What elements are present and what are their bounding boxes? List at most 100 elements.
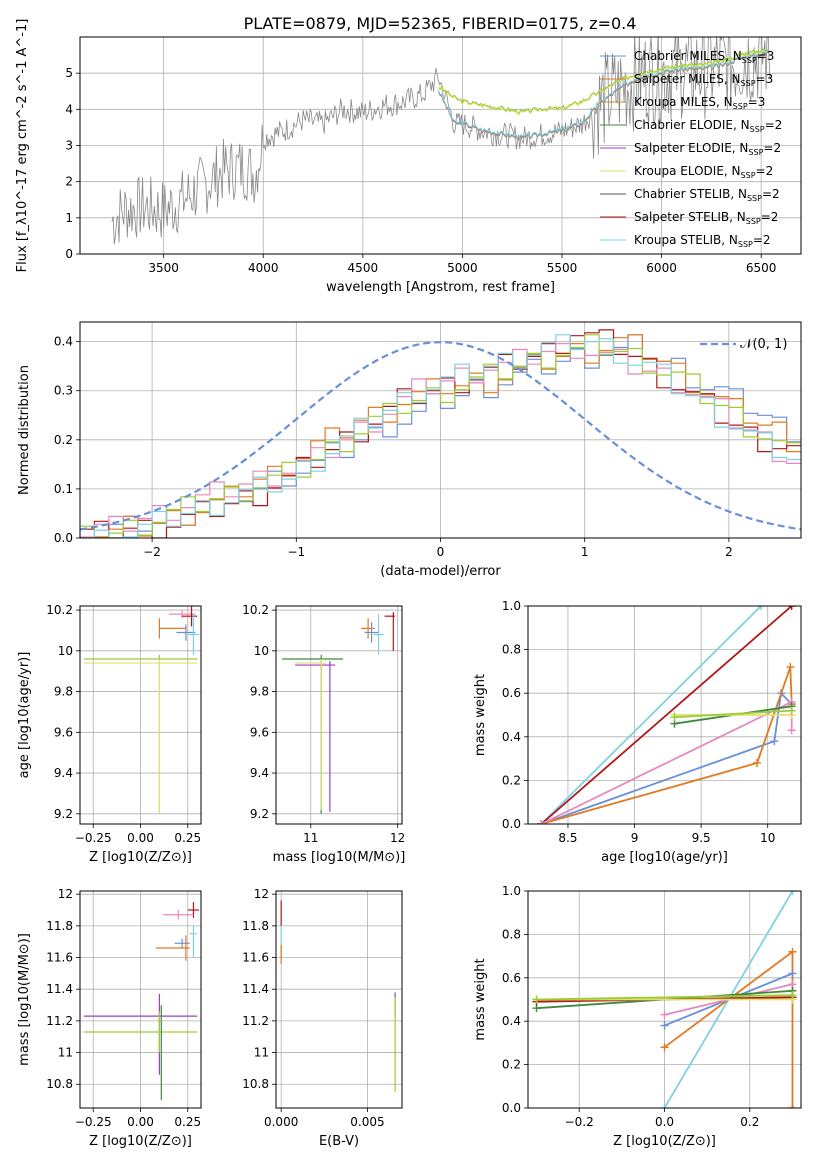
legend-label: 𝒩(0, 1)	[740, 337, 787, 352]
mass-vs-Z-ytick-label: 11.6	[46, 951, 73, 965]
residuals-xtick-label: −2	[143, 545, 161, 559]
spectrum-ytick-label: 0	[65, 247, 73, 261]
massweight-vs-Z-ylabel: mass weight	[473, 958, 488, 1040]
spectrum-legend: Chabrier MILES, NSSP=3 Salpeter MILES, NS…	[600, 49, 782, 249]
massweight-vs-age-xtick-label: 8.5	[558, 831, 577, 845]
massweight-vs-age-ytick-label: 0.0	[502, 817, 521, 831]
age-vs-mass-point	[295, 658, 327, 810]
age-vs-mass-axes: 11 12 9.2 9.4 9.6 9.8 10 10.2 mass [log10(M/M⊙)]	[242, 603, 405, 865]
age-vs-mass-ytick-label: 9.2	[250, 807, 269, 821]
mass-weight-line	[541, 666, 793, 824]
spectrum-xtick-label: 5000	[447, 261, 478, 275]
legend-label: Kroupa ELODIE, NSSP=2	[634, 164, 773, 180]
legend-label: Salpeter STELIB, NSSP=2	[634, 210, 778, 226]
residuals-ytick-label: 0.1	[54, 482, 73, 496]
mass-weight-marker	[757, 606, 766, 610]
massweight-vs-Z-xlabel: Z [log10(Z/Z⊙)]	[613, 1134, 716, 1149]
normal-curve	[80, 341, 801, 531]
mass-weight-marker	[770, 737, 779, 746]
spectrum-model-line	[438, 49, 770, 139]
mass-vs-Z-point	[163, 910, 194, 920]
spectrum-xtick-label: 3500	[148, 261, 179, 275]
mass-vs-ebv-ytick-label: 11.8	[242, 919, 269, 933]
age-vs-Z-ytick-label: 10.2	[46, 603, 73, 617]
legend-label: Chabrier MILES, NSSP=3	[634, 49, 774, 65]
age-vs-Z-ytick-label: 9.4	[54, 766, 73, 780]
axes-frame	[79, 890, 202, 1109]
age-vs-mass-xlabel: mass [log10(M/M⊙)]	[273, 850, 406, 865]
residuals-xtick-label: 0	[437, 545, 445, 559]
age-vs-mass-ytick-label: 10.2	[242, 603, 269, 617]
mass-vs-Z-ytick-label: 11.8	[46, 919, 73, 933]
axes-frame	[79, 321, 802, 539]
legend-label: Chabrier STELIB, NSSP=2	[634, 187, 780, 203]
age-vs-mass-point	[361, 618, 376, 639]
age-vs-Z-ytick-label: 9.2	[54, 807, 73, 821]
massweight-vs-Z-ytick-label: 0.4	[502, 1014, 521, 1028]
spectrum-model-line	[438, 49, 770, 115]
age-vs-Z-ytick-label: 10	[58, 644, 73, 658]
spectrum-model-line	[438, 48, 770, 114]
legend-label: Salpeter ELODIE, NSSP=2	[634, 141, 781, 157]
residuals-xtick-label: −1	[287, 545, 305, 559]
massweight-vs-age-ytick-label: 0.8	[502, 643, 521, 657]
mass-vs-Z-plot-area	[83, 902, 200, 1101]
massweight-vs-age-xlabel: age [log10(age/yr)]	[601, 850, 728, 865]
legend-label: Chabrier ELODIE, NSSP=2	[634, 118, 782, 134]
age-vs-Z-point	[176, 624, 196, 641]
massweight-vs-Z-xtick-label: −0.2	[565, 1115, 594, 1129]
spectrum-xtick-label: 4500	[348, 261, 379, 275]
mass-vs-Z-xtick-label: 0.00	[127, 1115, 154, 1129]
mass-vs-Z-point	[187, 902, 200, 918]
age-vs-Z-axes: −0.25 0.00 0.25 9.2 9.4 9.6 9.8 10 10.2 Z [log10(…	[17, 603, 202, 865]
mass-weight-marker	[660, 1010, 669, 1019]
age-vs-Z-point	[158, 618, 186, 639]
spectrum-ytick-label: 5	[65, 66, 73, 80]
massweight-vs-Z-xtick-label: 0.0	[655, 1115, 674, 1129]
mass-weight-marker	[788, 947, 797, 956]
mass-vs-Z-axes: −0.25 0.00 0.25 10.8 11 11.2 11.4 11.6 11.8 12 Z […	[17, 887, 202, 1149]
mass-vs-ebv-xlabel: E(B-V)	[319, 1134, 359, 1149]
mass-vs-Z-point	[83, 1011, 198, 1053]
massweight-vs-Z-ytick-label: 0.2	[502, 1058, 521, 1072]
mass-weight-marker	[788, 891, 797, 895]
massweight-vs-age-xtick-label: 9.5	[692, 831, 711, 845]
age-vs-Z-point	[187, 614, 200, 655]
massweight-vs-Z-plot-area	[532, 891, 797, 1108]
massweight-vs-age-ytick-label: 0.6	[502, 686, 521, 700]
axes-frame	[527, 890, 802, 1109]
age-vs-Z-ytick-label: 9.6	[54, 725, 73, 739]
mass-weight-marker	[788, 969, 797, 978]
spectrum-xlabel: wavelength [Angstrom, rest frame]	[326, 280, 555, 295]
mass-vs-ebv-axes: 0.000 0.005 10.8 11 11.2 11.4 11.6 11.8 12 E(B-V)	[242, 887, 403, 1149]
massweight-vs-age-ytick-label: 0.2	[502, 773, 521, 787]
mass-vs-Z-ytick-label: 11.2	[46, 1014, 73, 1028]
mass-vs-Z-xtick-label: −0.25	[75, 1115, 112, 1129]
mass-vs-Z-ytick-label: 11	[58, 1046, 73, 1060]
spectrum-ytick-label: 1	[65, 211, 73, 225]
mass-vs-Z-point	[174, 938, 190, 949]
legend-label: Kroupa MILES, NSSP=3	[634, 95, 765, 111]
age-vs-mass-xtick-label: 11	[303, 831, 318, 845]
massweight-vs-age-ytick-label: 1.0	[502, 599, 521, 613]
mass-vs-ebv-ytick-label: 12	[254, 887, 269, 901]
residuals-ytick-label: 0.3	[54, 384, 73, 398]
massweight-vs-age-ylabel: mass weight	[473, 674, 488, 756]
mass-vs-Z-ytick-label: 10.8	[46, 1077, 73, 1091]
massweight-vs-Z-ytick-label: 0.0	[502, 1101, 521, 1115]
mass-weight-marker	[753, 758, 762, 767]
mass-weight-marker	[660, 1104, 669, 1108]
spectrum-xtick-label: 4000	[248, 261, 279, 275]
spectrum-ytick-label: 2	[65, 175, 73, 189]
residuals-ylabel: Normed distribution	[17, 365, 32, 495]
mass-weight-marker	[660, 1021, 669, 1030]
mass-vs-ebv-ytick-label: 11.6	[242, 951, 269, 965]
age-vs-Z-ytick-label: 9.8	[54, 685, 73, 699]
mass-vs-ebv-ytick-label: 11.4	[242, 982, 269, 996]
massweight-vs-Z-ytick-label: 1.0	[502, 884, 521, 898]
age-vs-mass-ytick-label: 9.4	[250, 766, 269, 780]
residuals-axes: −2 −1 0 1 2 0.0 0.1 0.2 0.3 0.4 (data-model)/error…	[17, 321, 802, 579]
residual-histogram	[80, 334, 801, 538]
massweight-vs-age-ytick-label: 0.4	[502, 730, 521, 744]
